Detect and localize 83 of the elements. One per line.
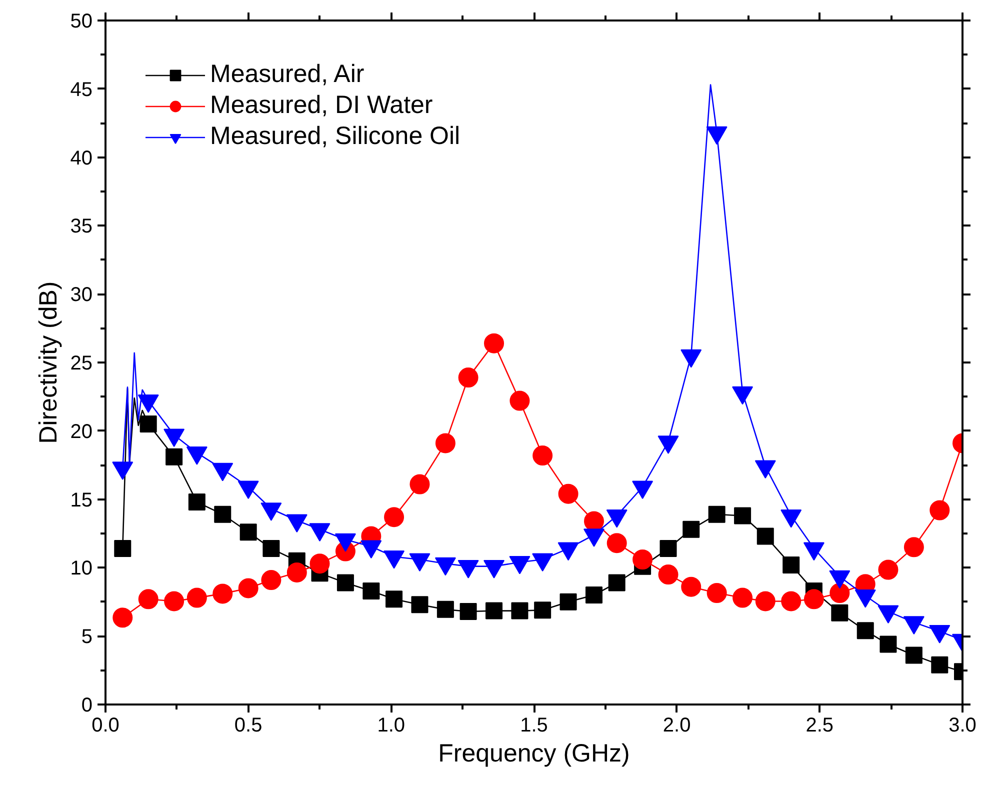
point bbox=[905, 646, 922, 664]
point bbox=[782, 556, 800, 574]
point bbox=[682, 520, 700, 538]
x-tick-label: 1.5 bbox=[520, 714, 548, 736]
point bbox=[486, 602, 503, 620]
y-tick-label: 10 bbox=[70, 558, 93, 580]
point bbox=[755, 591, 776, 612]
x-axis-title: Frequency (GHz) bbox=[438, 740, 630, 768]
point bbox=[732, 588, 753, 608]
point bbox=[606, 533, 627, 554]
point bbox=[410, 474, 430, 494]
point bbox=[534, 602, 552, 619]
point bbox=[114, 540, 132, 558]
y-tick-label: 40 bbox=[70, 147, 93, 170]
y-tick-label: 20 bbox=[70, 420, 93, 443]
point bbox=[336, 574, 354, 592]
y-tick-label: 5 bbox=[81, 626, 92, 648]
point bbox=[510, 390, 530, 411]
point bbox=[804, 589, 824, 610]
point bbox=[734, 507, 752, 524]
point bbox=[262, 540, 280, 558]
y-tick-label: 30 bbox=[70, 284, 93, 306]
point bbox=[660, 540, 677, 558]
point bbox=[310, 554, 330, 574]
point bbox=[856, 622, 874, 640]
x-tick-label: 1.0 bbox=[377, 714, 406, 736]
point bbox=[632, 550, 653, 570]
point bbox=[238, 578, 258, 598]
point bbox=[880, 636, 897, 653]
x-tick-label: 3.0 bbox=[948, 714, 976, 736]
point bbox=[386, 590, 403, 608]
point bbox=[511, 602, 528, 620]
point bbox=[484, 333, 504, 354]
point bbox=[436, 600, 454, 618]
point bbox=[164, 591, 184, 612]
x-tick-label: 2.0 bbox=[662, 714, 691, 736]
point bbox=[706, 583, 727, 603]
point bbox=[532, 446, 553, 466]
point bbox=[708, 506, 726, 523]
point bbox=[878, 560, 898, 580]
point bbox=[286, 562, 307, 582]
point bbox=[608, 574, 626, 592]
point bbox=[904, 537, 924, 558]
point bbox=[458, 368, 478, 388]
point bbox=[658, 564, 678, 585]
point bbox=[112, 608, 133, 628]
x-tick-label: 0.0 bbox=[92, 714, 120, 736]
legend-label: Measured, Silicone Oil bbox=[210, 122, 460, 151]
y-tick-label: 15 bbox=[70, 489, 93, 512]
y-tick-label: 45 bbox=[70, 78, 93, 101]
point bbox=[756, 528, 774, 545]
point bbox=[384, 507, 404, 528]
point bbox=[831, 604, 848, 622]
point bbox=[931, 656, 948, 674]
point bbox=[558, 484, 578, 504]
point bbox=[411, 596, 428, 614]
point bbox=[240, 524, 257, 541]
point bbox=[362, 582, 380, 600]
legend-label: Measured, Air bbox=[210, 60, 364, 89]
y-tick-label: 35 bbox=[70, 216, 93, 238]
y-tick-label: 25 bbox=[70, 352, 93, 374]
point bbox=[138, 589, 158, 610]
point bbox=[140, 416, 157, 433]
point bbox=[212, 584, 233, 604]
y-tick-label: 50 bbox=[70, 10, 93, 32]
point bbox=[261, 570, 282, 590]
point bbox=[460, 602, 477, 620]
point bbox=[781, 591, 802, 612]
point bbox=[214, 506, 232, 523]
point bbox=[186, 588, 207, 608]
x-tick-label: 2.5 bbox=[806, 714, 834, 736]
point bbox=[166, 448, 183, 466]
point bbox=[560, 593, 577, 610]
point bbox=[681, 576, 702, 597]
y-axis-title: Directivity (dB) bbox=[34, 281, 62, 444]
x-tick-label: 0.5 bbox=[234, 714, 262, 736]
point bbox=[930, 500, 950, 520]
point bbox=[585, 586, 602, 604]
y-tick-label: 0 bbox=[81, 694, 92, 716]
point bbox=[435, 433, 456, 454]
point bbox=[830, 583, 850, 603]
point bbox=[188, 494, 206, 511]
legend-label: Measured, DI Water bbox=[210, 91, 433, 120]
